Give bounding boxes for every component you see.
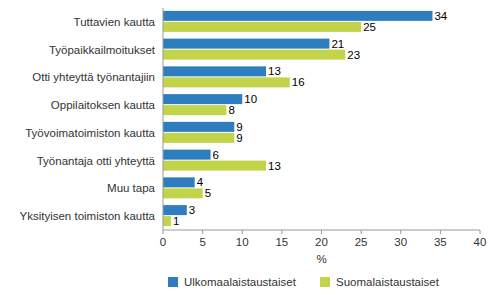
tick-label: 25 (355, 236, 368, 248)
tick-label: 15 (275, 236, 288, 248)
bar (163, 188, 203, 198)
bar (163, 11, 432, 21)
category-label: Työnantaja otti yhteyttä (37, 155, 156, 167)
tick-label: 40 (474, 236, 487, 248)
tick-label: 10 (236, 236, 249, 248)
bar (163, 77, 290, 87)
tick-mark (361, 230, 362, 234)
bar (163, 22, 361, 32)
data-label: 8 (228, 104, 234, 116)
bar (163, 94, 242, 104)
tick-mark (400, 230, 401, 234)
bar (163, 161, 266, 171)
bar (163, 122, 234, 132)
y-axis-line (163, 8, 164, 230)
data-label: 1 (173, 215, 179, 227)
tick-label: 5 (199, 236, 205, 248)
tick-label: 35 (434, 236, 447, 248)
data-label: 13 (268, 160, 281, 172)
data-label: 13 (268, 65, 281, 77)
category-label: Oppilaitoksen kautta (51, 99, 156, 111)
legend-label: Suomalaistaustaiset (336, 276, 440, 288)
chart: 342521231316108996134531Tuttavien kautta… (0, 0, 500, 295)
data-label: 21 (331, 38, 344, 50)
category-label: Muu tapa (107, 182, 156, 194)
data-label: 34 (434, 10, 447, 22)
data-label: 5 (205, 187, 211, 199)
data-label: 6 (213, 149, 219, 161)
tick-mark (163, 230, 164, 234)
bar (163, 205, 187, 215)
category-label: Otti yhteyttä työnantajiin (32, 71, 155, 83)
tick-mark (281, 230, 282, 234)
data-label: 10 (244, 93, 257, 105)
bar (163, 105, 226, 115)
tick-mark (480, 230, 481, 234)
legend-label: Ulkomaalaistaustaiset (184, 276, 297, 288)
bar (163, 66, 266, 76)
data-labels: 342521231316108996134531 (173, 10, 448, 227)
data-label: 4 (197, 176, 204, 188)
bar (163, 50, 345, 60)
data-label: 25 (363, 21, 376, 33)
tick-mark (321, 230, 322, 234)
legend: Ulkomaalaistaustaiset Suomalaistaustaiset (168, 276, 440, 288)
category-label: Tuttavien kautta (74, 16, 156, 28)
tick-mark (202, 230, 203, 234)
tick-label: 0 (160, 236, 166, 248)
axis-label: % (316, 253, 326, 265)
data-label: 3 (189, 204, 195, 216)
data-label: 23 (347, 49, 360, 61)
tick-label: 20 (315, 236, 328, 248)
data-label: 9 (236, 132, 242, 144)
bar (163, 177, 195, 187)
category-label: Työpaikkailmoitukset (49, 44, 156, 56)
tick-mark (242, 230, 243, 234)
tick-label: 30 (394, 236, 407, 248)
legend-swatch (320, 277, 330, 287)
bar (163, 150, 211, 160)
bars (163, 11, 432, 226)
bar (163, 216, 171, 226)
bar (163, 133, 234, 143)
tick-mark (440, 230, 441, 234)
bar (163, 39, 329, 49)
data-label: 16 (292, 76, 305, 88)
category-label: Yksityisen toimiston kautta (19, 210, 155, 222)
legend-swatch (168, 277, 178, 287)
category-label: Työvoimatoimiston kautta (25, 127, 155, 139)
